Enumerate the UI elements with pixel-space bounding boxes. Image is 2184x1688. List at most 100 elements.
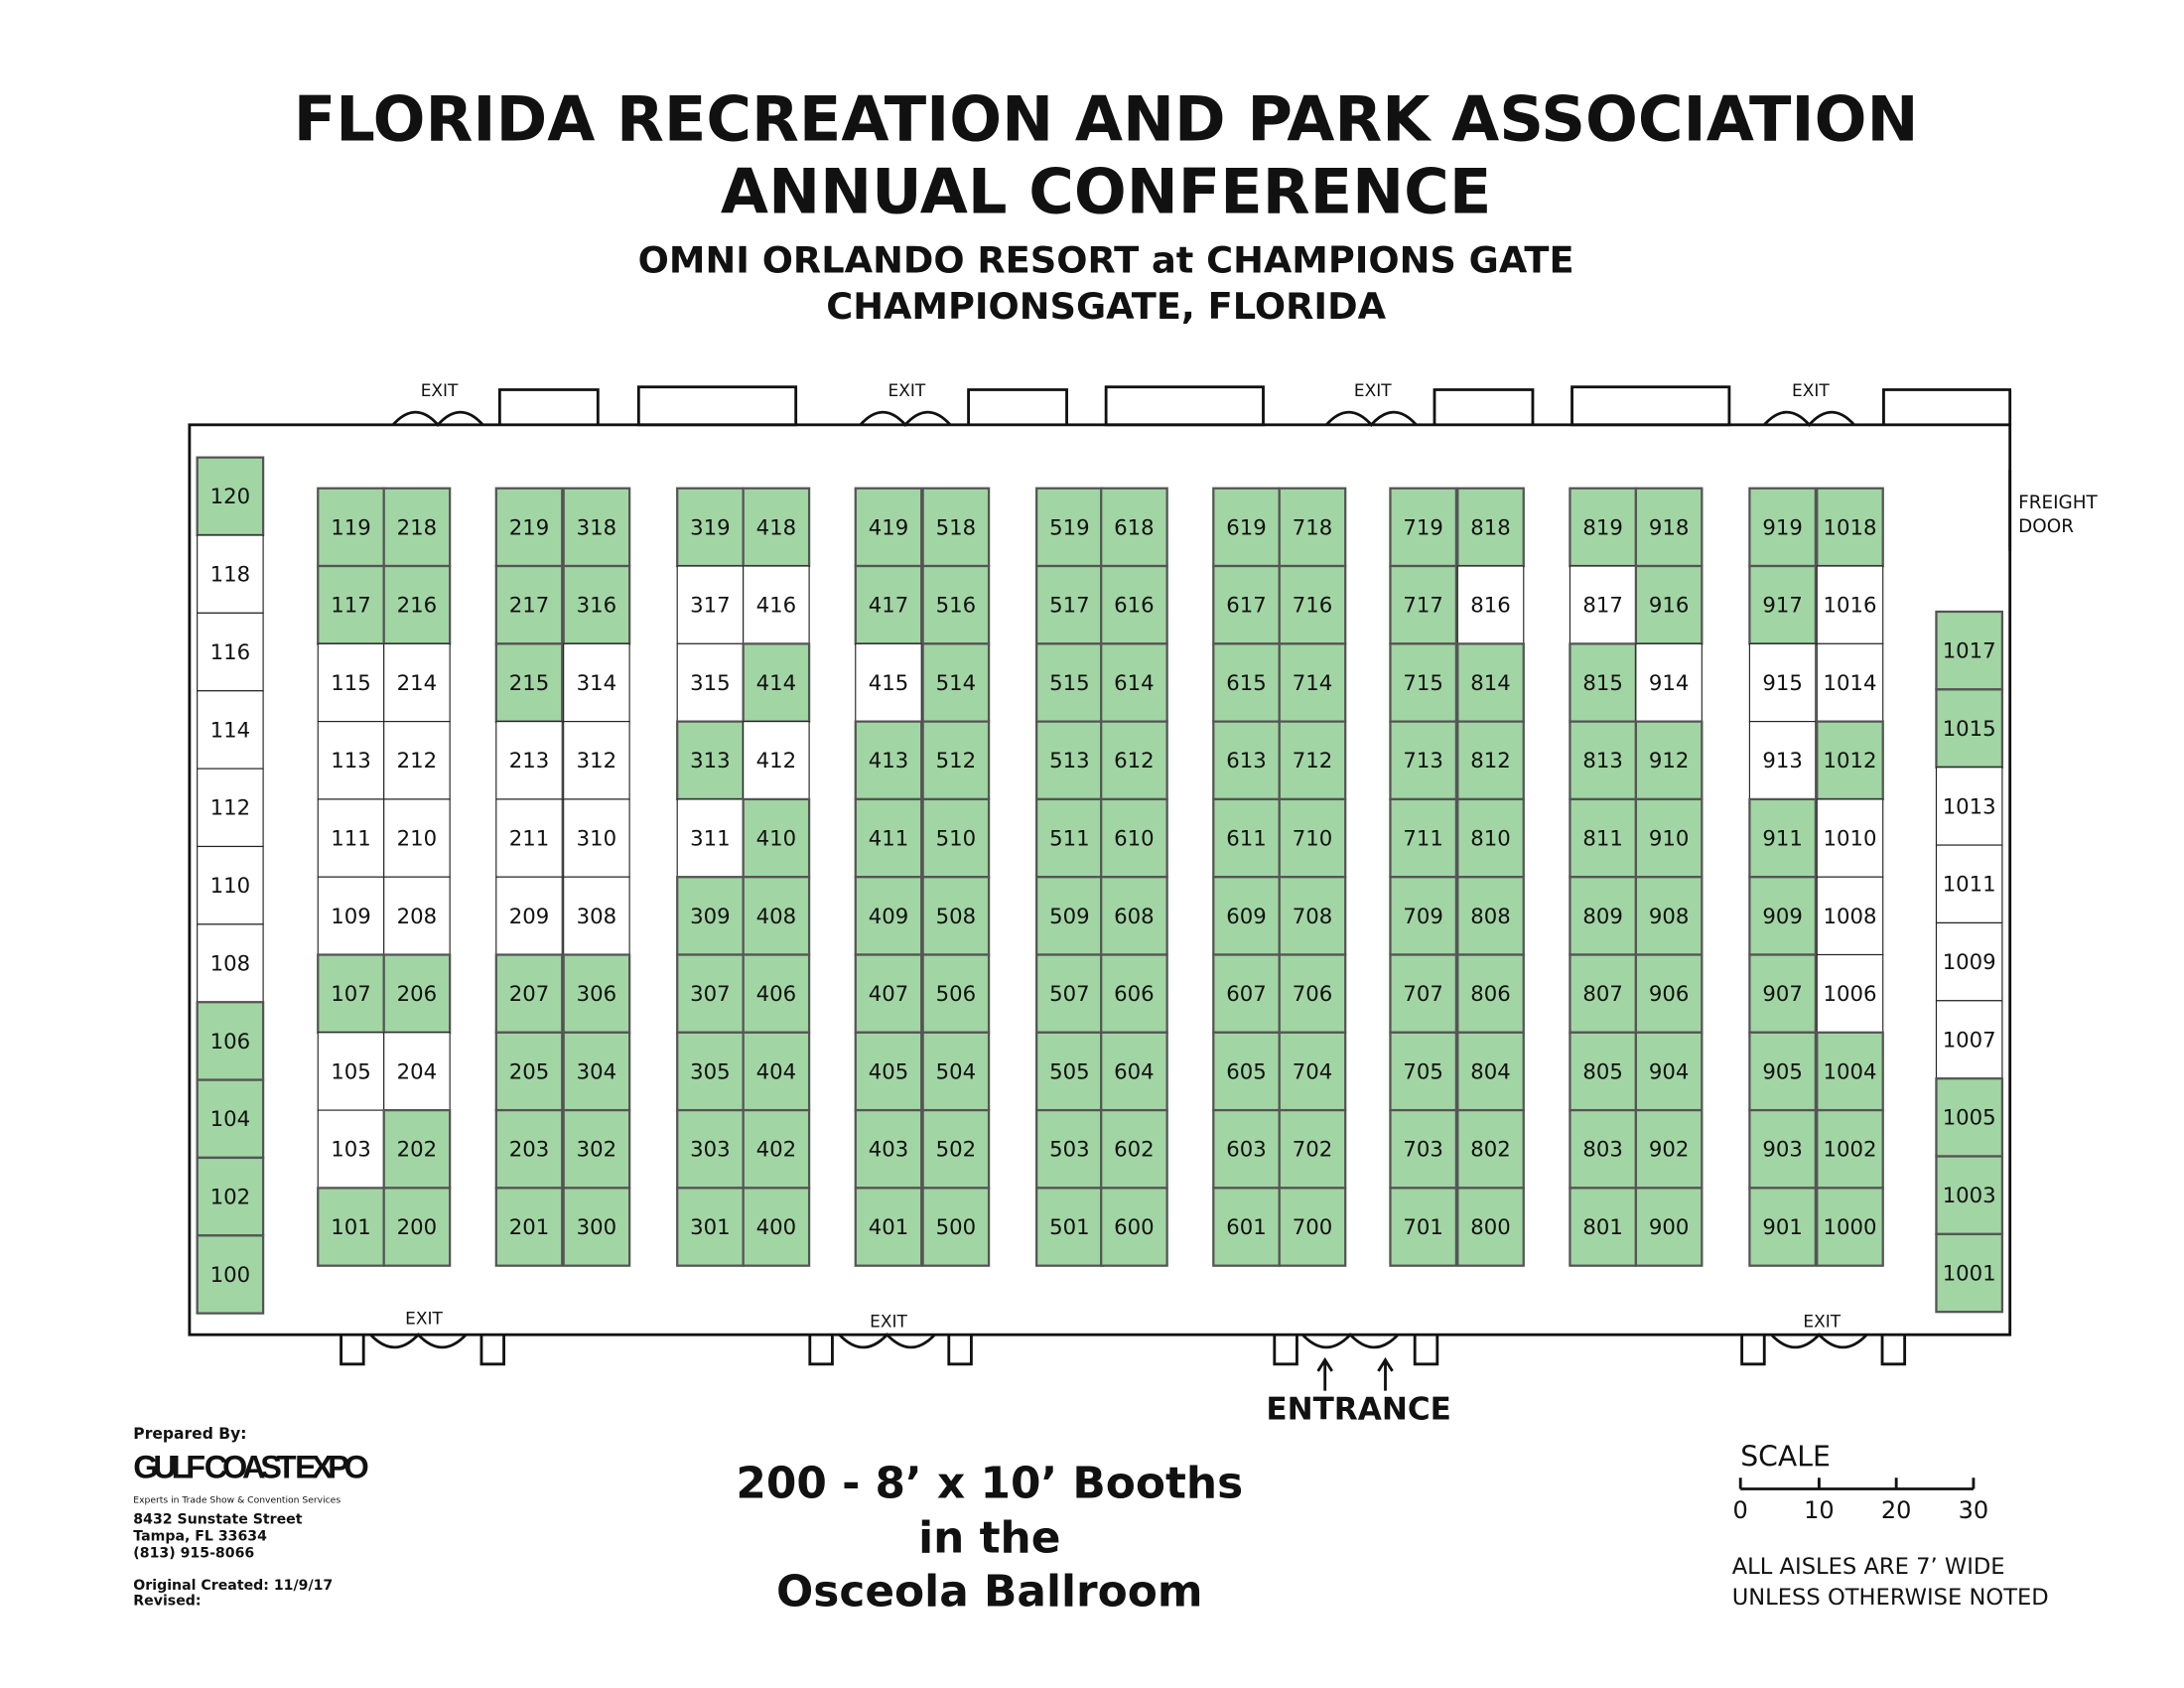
- note: ALL AISLES ARE 7’ WIDE: [1732, 1554, 2005, 1580]
- booth-box: [196, 1078, 265, 1160]
- booth-box: [562, 1187, 631, 1267]
- booth-number: 802: [1470, 1137, 1510, 1162]
- booth-number: 408: [756, 904, 796, 928]
- booth-box: [921, 876, 991, 956]
- booth-box: [1389, 487, 1458, 568]
- booth-box: [742, 487, 811, 568]
- booth: 908: [1634, 876, 1704, 956]
- freight-door-label: FREIGHT: [2018, 492, 2098, 513]
- booth-number: 507: [1049, 981, 1089, 1006]
- booth: 303: [676, 1108, 745, 1190]
- booth: 115: [317, 642, 385, 723]
- booth-box: [854, 564, 923, 645]
- booth-number: 402: [756, 1137, 796, 1162]
- booth-number: 406: [756, 981, 796, 1006]
- booth-number: 609: [1226, 904, 1266, 928]
- booth-number: 515: [1049, 670, 1089, 695]
- booth: 616: [1100, 564, 1168, 645]
- booth-number: 101: [331, 1214, 370, 1239]
- booth-number: 318: [577, 514, 616, 539]
- booth-box: [1035, 720, 1104, 801]
- booth-box: [495, 721, 563, 800]
- booth-number: 811: [1582, 825, 1622, 850]
- booth-box: [1634, 876, 1704, 956]
- booth: 709: [1389, 876, 1458, 956]
- booth-number: 702: [1293, 1137, 1332, 1162]
- booth-number: 215: [509, 670, 549, 695]
- booth: 910: [1634, 797, 1704, 879]
- booth: 408: [742, 876, 811, 956]
- booth: 301: [676, 1187, 745, 1267]
- booth-number: 1015: [1943, 716, 1996, 741]
- booth-number: 1008: [1824, 904, 1877, 928]
- entrance-label: ENTRANCE: [1266, 1391, 1451, 1427]
- address: 8432 Sunstate Street: [133, 1512, 302, 1528]
- booth-number: 1016: [1824, 593, 1877, 618]
- booth-number: 116: [210, 639, 250, 664]
- booth-box: [1748, 1187, 1817, 1267]
- subtitle: CHAMPIONSGATE, FLORIDA: [826, 285, 1386, 328]
- booth-box: [1389, 564, 1458, 645]
- booth: 210: [383, 798, 451, 878]
- booth-number: 403: [869, 1137, 908, 1162]
- booth-box: [1935, 1077, 2004, 1158]
- booth-number: 216: [397, 593, 437, 618]
- booth-number: 909: [1762, 904, 1802, 928]
- booth-number: 308: [577, 904, 616, 928]
- booth-number: 700: [1293, 1214, 1332, 1239]
- booth: 602: [1100, 1108, 1168, 1190]
- booth-box: [1389, 720, 1458, 801]
- booth: 513: [1035, 720, 1104, 801]
- booth-number: 613: [1226, 748, 1266, 773]
- booth-box: [1748, 487, 1817, 568]
- booth: 214: [383, 642, 451, 723]
- booth-number: 106: [210, 1029, 250, 1054]
- booth-box: [1212, 953, 1281, 1034]
- booth-number: 304: [577, 1058, 616, 1083]
- booth-number: 800: [1470, 1214, 1510, 1239]
- booth-number: 104: [210, 1106, 250, 1131]
- walls: [188, 385, 2012, 1391]
- booth-number: 212: [397, 748, 437, 773]
- booth-number: 115: [331, 670, 370, 695]
- booth: 601: [1212, 1187, 1281, 1267]
- booth-box: [1456, 487, 1525, 568]
- booth-number: 801: [1582, 1214, 1622, 1239]
- booth-number: 300: [577, 1214, 616, 1239]
- booth-box: [854, 876, 923, 956]
- booth-box: [197, 845, 264, 925]
- booth-number: 1010: [1824, 825, 1877, 850]
- booth-number: 812: [1470, 748, 1510, 773]
- booth: 203: [494, 1108, 564, 1190]
- booth-number: 511: [1049, 825, 1089, 850]
- booth: 310: [563, 798, 630, 878]
- booth-number: 804: [1470, 1058, 1510, 1083]
- booth-box: [562, 1031, 631, 1112]
- booth-box: [317, 1109, 385, 1189]
- booth: 718: [1278, 487, 1347, 568]
- exit-label: EXIT: [405, 1309, 443, 1329]
- scale-bar: [1738, 1477, 1976, 1490]
- booth: 900: [1634, 1187, 1704, 1267]
- booth-number: 1018: [1824, 514, 1877, 539]
- booth: 814: [1456, 642, 1525, 723]
- booth: 518: [921, 487, 991, 568]
- booth-box: [1212, 797, 1281, 879]
- booth-number: 809: [1582, 904, 1622, 928]
- booth-box: [1569, 953, 1638, 1034]
- booth: 711: [1389, 797, 1458, 879]
- booth-number: 1014: [1824, 670, 1877, 695]
- booth-box: [1100, 642, 1168, 723]
- booth: 407: [854, 953, 923, 1034]
- booth: 502: [921, 1108, 991, 1190]
- booth: 314: [563, 642, 630, 723]
- booth: 605: [1212, 1031, 1281, 1112]
- booth-box: [1816, 1187, 1884, 1267]
- door-swings: [391, 410, 1855, 427]
- booth: 101: [317, 1187, 385, 1267]
- booth: 914: [1635, 642, 1703, 723]
- booth: 1018: [1816, 487, 1884, 568]
- booth: 319: [676, 487, 745, 568]
- booth-box: [317, 876, 385, 956]
- booth-box: [317, 798, 385, 878]
